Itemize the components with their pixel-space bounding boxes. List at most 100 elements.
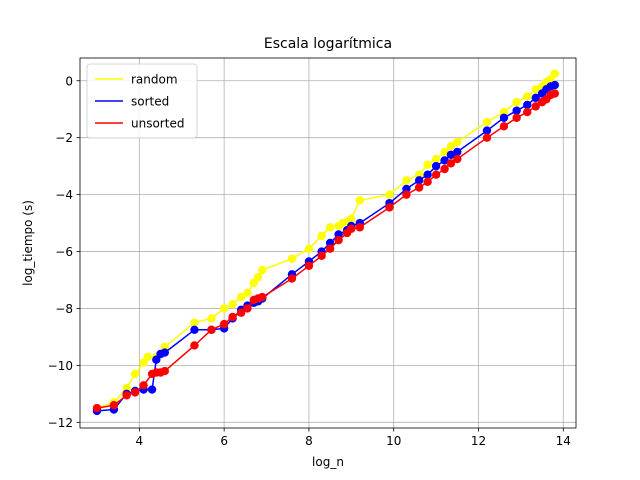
data-point-random <box>446 142 456 151</box>
data-point-unsorted <box>446 159 456 168</box>
x-tick-label: 6 <box>220 434 228 448</box>
legend-label-sorted: sorted <box>131 95 169 109</box>
data-point-random <box>219 304 229 313</box>
data-point-sorted <box>423 170 432 179</box>
data-point-random <box>482 117 492 127</box>
data-point-sorted <box>512 106 521 115</box>
plot-frame <box>79 57 577 429</box>
data-point-unsorted <box>512 113 521 122</box>
data-point-random <box>258 265 267 275</box>
data-point-random <box>402 176 411 185</box>
data-point-sorted <box>446 150 456 159</box>
data-point-sorted <box>499 113 509 122</box>
y-tick-label: −4 <box>55 188 73 202</box>
legend-label-unsorted: unsorted <box>131 117 184 131</box>
data-point-random <box>190 318 199 327</box>
data-point-random <box>130 369 140 379</box>
data-point-unsorted <box>139 381 148 390</box>
data-point-random <box>385 190 394 199</box>
y-tick-label: −10 <box>48 359 73 373</box>
data-point-sorted <box>523 100 532 110</box>
data-point-unsorted <box>207 325 216 335</box>
data-point-unsorted <box>236 308 246 317</box>
y-tick-label: −12 <box>48 416 73 430</box>
data-point-sorted <box>531 93 540 103</box>
data-point-random <box>207 314 216 323</box>
x-tick-label: 8 <box>305 434 313 448</box>
data-point-sorted <box>550 80 560 90</box>
data-point-unsorted <box>347 224 356 233</box>
data-point-unsorted <box>325 244 335 253</box>
y-tick-label: −2 <box>55 131 73 145</box>
data-point-random <box>550 69 560 78</box>
data-point-sorted <box>147 385 157 394</box>
data-point-random <box>431 154 441 164</box>
data-point-random <box>440 147 449 157</box>
data-point-random <box>512 97 521 107</box>
data-point-unsorted <box>440 164 449 174</box>
x-axis-label: log_n <box>312 455 344 469</box>
data-point-sorted <box>440 156 449 165</box>
data-point-random <box>253 272 263 282</box>
data-point-unsorted <box>122 391 131 400</box>
data-point-unsorted <box>109 401 119 410</box>
series-unsorted <box>92 89 560 413</box>
x-tick-label: 10 <box>386 434 401 448</box>
data-point-unsorted <box>499 122 509 131</box>
data-point-random <box>531 85 540 94</box>
data-point-unsorted <box>402 190 411 199</box>
y-tick-label: −8 <box>55 302 73 316</box>
legend-label-random: random <box>131 73 178 87</box>
data-point-random <box>355 196 364 205</box>
data-point-random <box>143 352 153 362</box>
data-point-unsorted <box>317 251 326 261</box>
data-point-unsorted <box>385 203 394 212</box>
data-point-unsorted <box>287 274 297 283</box>
data-point-unsorted <box>243 304 252 313</box>
data-point-sorted <box>160 348 169 357</box>
data-point-random <box>325 223 335 232</box>
legend: random sorted unsorted <box>86 63 198 139</box>
data-point-unsorted <box>228 312 237 322</box>
data-point-random <box>347 214 356 224</box>
data-point-unsorted <box>219 319 229 329</box>
data-point-unsorted <box>423 177 432 187</box>
x-tick-label: 4 <box>136 434 144 448</box>
series-group <box>92 69 560 416</box>
data-point-sorted <box>190 325 199 335</box>
data-point-unsorted <box>355 223 364 232</box>
data-point-unsorted <box>258 292 267 302</box>
data-point-sorted <box>431 161 441 171</box>
data-point-unsorted <box>160 366 169 376</box>
x-tick-label: 12 <box>471 434 486 448</box>
legend-box <box>86 63 198 139</box>
data-point-unsorted <box>550 89 560 98</box>
data-point-random <box>317 231 326 241</box>
data-point-random <box>523 92 532 101</box>
data-point-unsorted <box>92 403 102 413</box>
y-tick-label: −6 <box>55 245 73 259</box>
data-point-sorted <box>482 126 492 135</box>
data-point-random <box>243 288 252 298</box>
data-point-sorted <box>414 176 424 185</box>
data-point-sorted <box>453 147 462 157</box>
data-point-random <box>236 292 246 302</box>
data-point-random <box>453 137 462 147</box>
chart-title: Escala logarítmica <box>264 36 392 52</box>
data-point-unsorted <box>531 102 540 111</box>
data-point-unsorted <box>453 154 462 164</box>
data-point-random <box>304 244 314 253</box>
data-point-unsorted <box>190 341 199 350</box>
y-tick-label: 0 <box>65 74 73 88</box>
data-point-unsorted <box>431 170 441 179</box>
data-point-unsorted <box>304 261 314 270</box>
data-point-unsorted <box>523 107 532 117</box>
x-tick-label: 14 <box>556 434 571 448</box>
data-point-unsorted <box>482 133 492 142</box>
data-point-unsorted <box>414 183 424 192</box>
axis-ticks: 4 6 8 10 12 14 −12 −10 −8 −6 −4 −2 0 <box>48 74 571 448</box>
data-point-unsorted <box>130 388 140 397</box>
data-point-random <box>228 299 237 309</box>
data-point-random <box>423 160 432 169</box>
